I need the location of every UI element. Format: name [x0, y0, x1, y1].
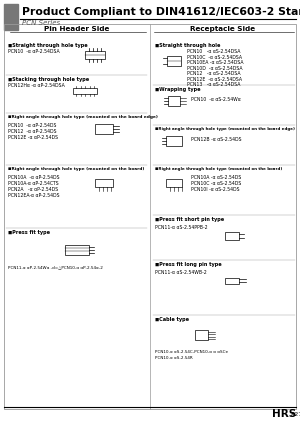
Text: PCN12   -α αS-2.54DSA: PCN12 -α αS-2.54DSA — [187, 71, 241, 76]
Text: PCN11-α αS-2.54PPB-2: PCN11-α αS-2.54PPB-2 — [155, 225, 208, 230]
Text: ◼Press fit short pin type: ◼Press fit short pin type — [155, 217, 224, 222]
Text: PCN12E -α αP-2.54DS: PCN12E -α αP-2.54DS — [8, 135, 58, 140]
Text: PCN10A-α αP-2.54CTS: PCN10A-α αP-2.54CTS — [8, 181, 59, 186]
Text: Pin Header Side: Pin Header Side — [44, 26, 110, 32]
Text: PCN10D  -α αS-2.54DSA: PCN10D -α αS-2.54DSA — [187, 65, 242, 71]
Text: PCN10-α αS-2.54R: PCN10-α αS-2.54R — [155, 356, 193, 360]
Text: PCN10  -α αP-2.54DSA: PCN10 -α αP-2.54DSA — [8, 49, 60, 54]
Text: ◼Right angle through hole type (mounted on the board edge): ◼Right angle through hole type (mounted … — [155, 127, 295, 131]
Text: ◼Stacking through hole type: ◼Stacking through hole type — [8, 77, 89, 82]
Bar — [225, 232, 239, 240]
Bar — [95, 124, 113, 134]
Text: PCN12EA-α αP-2.54DS: PCN12EA-α αP-2.54DS — [8, 193, 59, 198]
Text: PCN10C -α αS-2.54DS: PCN10C -α αS-2.54DS — [191, 181, 241, 186]
Text: ◼Wrapping type: ◼Wrapping type — [155, 87, 200, 92]
Text: PCN2A   -α αP-2.54DS: PCN2A -α αP-2.54DS — [8, 187, 58, 192]
Text: Product Compliant to DIN41612/IEC603-2 Standard: Product Compliant to DIN41612/IEC603-2 S… — [22, 7, 300, 17]
Text: PCN11-α αP-2.54Wα -d=△PCN10-α αP-2.54α-2: PCN11-α αP-2.54Wα -d=△PCN10-α αP-2.54α-2 — [8, 265, 103, 269]
Bar — [95, 179, 113, 187]
Bar — [4, 4, 18, 30]
Text: PCN Series: PCN Series — [22, 20, 60, 26]
Text: PCN12Hα -α αP-2.54DSA: PCN12Hα -α αP-2.54DSA — [8, 83, 65, 88]
Text: ◼Press fit type: ◼Press fit type — [8, 230, 50, 235]
Text: PCN10  -α αP-2.54DS: PCN10 -α αP-2.54DS — [8, 123, 56, 128]
Bar — [168, 96, 180, 106]
Text: HRS: HRS — [272, 409, 296, 419]
Bar — [225, 278, 239, 284]
Text: PCN12  -α αP-2.54DS: PCN12 -α αP-2.54DS — [8, 129, 56, 134]
Text: PCN10A -α αS-2.54DS: PCN10A -α αS-2.54DS — [191, 175, 241, 180]
Bar — [65, 245, 89, 255]
Text: ◼Straight through hole: ◼Straight through hole — [155, 43, 220, 48]
Text: A27: A27 — [291, 411, 300, 416]
Text: PCN12B -α αS-2.54DS: PCN12B -α αS-2.54DS — [191, 137, 242, 142]
Bar — [166, 179, 182, 187]
Text: ◼Straight through hole type: ◼Straight through hole type — [8, 43, 88, 48]
Bar — [167, 56, 181, 66]
Bar — [195, 330, 208, 340]
Text: PCN10C  -α αS-2.54DSA: PCN10C -α αS-2.54DSA — [187, 54, 242, 60]
Text: PCN10-α αS-2.54C-PCN10-α α αSCe: PCN10-α αS-2.54C-PCN10-α α αSCe — [155, 350, 228, 354]
Text: ◼Right angle through hole type (mounted on the board): ◼Right angle through hole type (mounted … — [8, 167, 144, 171]
Text: ◼Press fit long pin type: ◼Press fit long pin type — [155, 262, 222, 267]
Text: ◼Right angle through hole type (mounted on the board edge): ◼Right angle through hole type (mounted … — [8, 115, 158, 119]
Text: PCN10I -α αS-2.54DS: PCN10I -α αS-2.54DS — [191, 187, 239, 192]
Text: PCN11-α αS-2.54WB-2: PCN11-α αS-2.54WB-2 — [155, 270, 207, 275]
Text: PCN10A  -α αP-2.54DS: PCN10A -α αP-2.54DS — [8, 175, 59, 180]
Text: ◼Right angle through hole type (mounted on the board): ◼Right angle through hole type (mounted … — [155, 167, 282, 171]
Bar — [166, 136, 182, 146]
Text: PCN10   -α αS-2.54DSA: PCN10 -α αS-2.54DSA — [187, 49, 240, 54]
Text: Receptacle Side: Receptacle Side — [190, 26, 256, 32]
Text: PCN10  -α αS-2.54Wα: PCN10 -α αS-2.54Wα — [191, 97, 241, 102]
Text: PCN12E  -α αS-2.54DSA: PCN12E -α αS-2.54DSA — [187, 76, 242, 82]
Text: PCN10EA -α αS-2.54DSA: PCN10EA -α αS-2.54DSA — [187, 60, 244, 65]
Text: PCN13   -α αS-2.54DSA: PCN13 -α αS-2.54DSA — [187, 82, 240, 87]
Bar — [73, 88, 97, 94]
Text: ◼Cable type: ◼Cable type — [155, 317, 189, 322]
Bar — [85, 51, 105, 59]
